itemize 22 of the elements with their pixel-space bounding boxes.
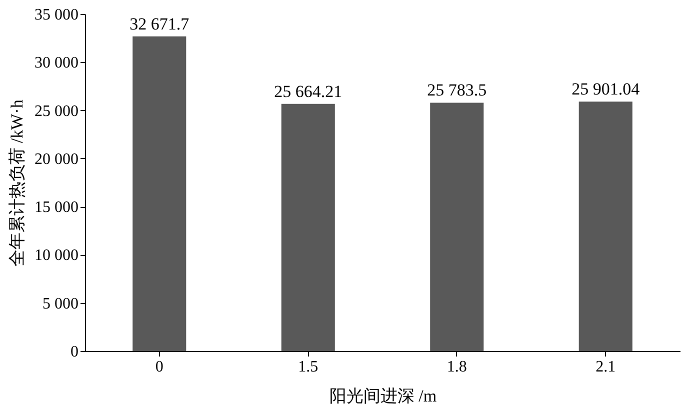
y-tick-label: 0 <box>70 344 78 360</box>
x-tick-label: 1.5 <box>298 358 318 376</box>
bar <box>132 36 186 351</box>
data-label: 25 901.04 <box>572 80 640 99</box>
y-tick-label: 30 000 <box>34 54 78 72</box>
bar <box>281 104 335 351</box>
y-tick-label: 15 000 <box>34 199 78 216</box>
y-axis-title: 全年累计热负荷 /kW·h <box>8 99 26 266</box>
data-label: 25 664.21 <box>274 82 342 101</box>
x-axis-title: 阳光间进深 /m <box>329 386 437 406</box>
bar <box>430 102 484 351</box>
y-tick-label: 25 000 <box>34 102 78 120</box>
bar <box>578 102 632 351</box>
x-tick-label: 2.1 <box>596 358 616 376</box>
x-tick-label: 1.8 <box>446 358 467 376</box>
y-tick-label: 35 000 <box>34 6 78 24</box>
y-tick-label: 10 000 <box>34 247 78 264</box>
y-tick-label: 5 000 <box>42 295 78 312</box>
data-label: 32 671.7 <box>130 14 190 34</box>
y-tick-label: 20 000 <box>34 150 78 168</box>
data-label: 25 783.5 <box>427 80 487 100</box>
x-tick-label: 0 <box>155 358 164 376</box>
